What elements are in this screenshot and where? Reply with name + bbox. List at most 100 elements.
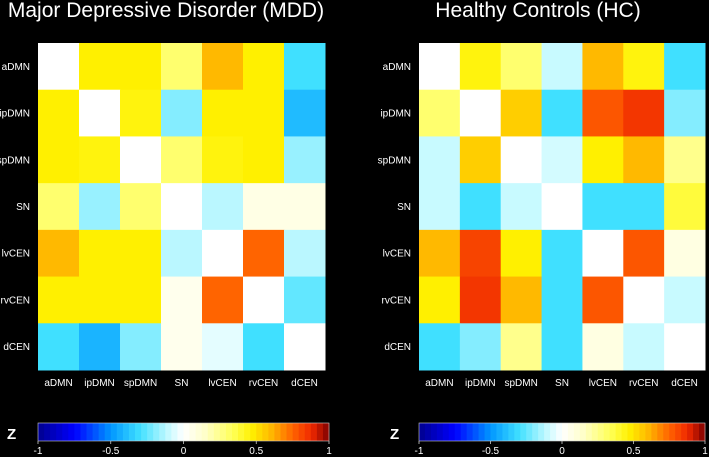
colorbar-segment: [442, 423, 450, 441]
heatmap-cell-lvCEN-dCEN: [284, 229, 326, 278]
heatmap-cell-ipDMN-rvCEN: [623, 89, 665, 137]
heatmap-cell-aDMN-spDMN: [500, 43, 543, 91]
heatmap-cell-rvCEN-lvCEN: [202, 276, 244, 324]
colorbar-segment: [508, 423, 515, 441]
colorbar-segment: [675, 423, 682, 441]
colorbar-segment: [502, 423, 509, 441]
mdd-title: Major Depressive Disorder (MDD): [8, 0, 324, 22]
colorbar-segment: [520, 423, 527, 441]
colorbar-segment: [573, 423, 581, 441]
heatmap-cell-rvCEN-ipDMN: [459, 276, 502, 324]
hc-colorbar-tick-label: -1: [415, 446, 424, 457]
mdd-heatmap: [38, 43, 326, 371]
heatmap-cell-aDMN-dCEN: [664, 43, 706, 91]
heatmap-cell-spDMN-rvCEN: [623, 136, 665, 184]
colorbar-segment: [526, 423, 533, 441]
colorbar-segment: [244, 423, 251, 441]
heatmap-cell-spDMN-ipDMN: [79, 136, 121, 184]
heatmap-cell-aDMN-SN: [541, 43, 583, 91]
colorbar-segment: [693, 423, 700, 441]
colorbar-segment: [621, 423, 628, 441]
hc-row-label-admn: aDMN: [383, 62, 411, 73]
heatmap-cell-SN-lvCEN: [582, 183, 624, 231]
heatmap-cell-dCEN-aDMN: [38, 323, 80, 371]
hc-row-label-ipdmn: ipDMN: [380, 109, 411, 120]
heatmap-cell-SN-dCEN: [664, 183, 706, 231]
colorbar-segment: [609, 423, 617, 441]
heatmap-cell-aDMN-aDMN: [419, 43, 461, 91]
colorbar-segment: [550, 423, 557, 441]
colorbar-segment: [454, 423, 462, 441]
heatmap-cell-lvCEN-aDMN: [38, 229, 80, 278]
heatmap-cell-rvCEN-dCEN: [284, 276, 326, 324]
hc-heatmap: [419, 43, 706, 371]
mdd-row-label-admn: aDMN: [2, 62, 30, 73]
colorbar-segment: [316, 423, 324, 441]
colorbar-segment: [183, 423, 190, 441]
heatmap-cell-spDMN-aDMN: [419, 136, 461, 184]
heatmap-cell-SN-SN: [541, 183, 583, 231]
colorbar-segment: [603, 423, 611, 441]
hc-row-label-rvcen: rvCEN: [382, 295, 411, 306]
mdd-row-label-dcen: dCEN: [3, 342, 30, 353]
heatmap-cell-spDMN-SN: [161, 136, 203, 184]
colorbar-segment: [699, 423, 706, 441]
hc-colorbar-tick-label: 0.5: [627, 446, 641, 457]
colorbar-segment: [262, 423, 269, 441]
hc-col-label-rvcen: rvCEN: [629, 378, 658, 389]
heatmap-cell-dCEN-lvCEN: [202, 323, 244, 371]
colorbar-segment: [597, 423, 605, 441]
heatmap-cell-rvCEN-SN: [161, 276, 203, 324]
heatmap-cell-lvCEN-rvCEN: [623, 229, 665, 278]
colorbar-segment: [141, 423, 148, 441]
heatmap-cell-aDMN-ipDMN: [459, 43, 502, 91]
mdd-col-label-ipdmn: ipDMN: [84, 378, 115, 389]
colorbar-segment: [298, 423, 306, 441]
heatmap-cell-ipDMN-SN: [541, 89, 583, 137]
colorbar-segment: [219, 423, 227, 441]
heatmap-cell-lvCEN-rvCEN: [243, 229, 285, 278]
hc-row-ticks: aDMN ipDMN spDMN SN lvCEN rvCEN dCEN: [378, 62, 411, 353]
heatmap-cell-SN-dCEN: [284, 183, 326, 231]
colorbar-segment: [538, 423, 545, 441]
colorbar-segment: [669, 423, 676, 441]
heatmap-cell-aDMN-spDMN: [120, 43, 162, 91]
hc-col-ticks: aDMN ipDMN spDMN SN lvCEN rvCEN dCEN: [425, 378, 698, 389]
heatmap-cell-dCEN-SN: [541, 323, 583, 371]
heatmap-cell-ipDMN-rvCEN: [243, 89, 285, 137]
colorbar-segment: [98, 423, 106, 441]
mdd-row-label-rvcen: rvCEN: [1, 295, 30, 306]
colorbar-segment: [460, 423, 468, 441]
heatmap-cell-ipDMN-aDMN: [38, 89, 80, 137]
heatmap-cell-lvCEN-SN: [541, 229, 583, 278]
mdd-col-label-sn: SN: [175, 378, 189, 389]
colorbar-segment: [268, 423, 275, 441]
heatmap-cell-lvCEN-spDMN: [120, 229, 162, 278]
mdd-col-label-dcen: dCEN: [291, 378, 318, 389]
heatmap-cell-lvCEN-aDMN: [419, 229, 461, 278]
heatmap-cell-SN-lvCEN: [202, 183, 244, 231]
hc-col-label-spdmn: spDMN: [504, 378, 537, 389]
colorbar-segment: [687, 423, 694, 441]
colorbar-segment: [478, 423, 485, 441]
heatmap-cell-lvCEN-lvCEN: [202, 229, 244, 278]
hc-col-label-admn: aDMN: [425, 378, 453, 389]
heatmap-cell-dCEN-spDMN: [120, 323, 162, 371]
colorbar-segment: [68, 423, 75, 441]
heatmap-cell-rvCEN-lvCEN: [582, 276, 624, 324]
colorbar-segment: [189, 423, 197, 441]
heatmap-cell-aDMN-ipDMN: [79, 43, 121, 91]
colorbar-segment: [639, 423, 646, 441]
hc-row-label-sn: SN: [397, 202, 411, 213]
colorbar-segment: [645, 423, 652, 441]
colorbar-segment: [250, 423, 257, 441]
heatmap-cell-dCEN-aDMN: [419, 323, 461, 371]
mdd-row-label-sn: SN: [16, 202, 30, 213]
heatmap-cell-SN-rvCEN: [623, 183, 665, 231]
colorbar-segment: [286, 423, 294, 441]
mdd-row-label-lvcen: lvCEN: [2, 249, 30, 260]
colorbar-segment: [201, 423, 209, 441]
hc-colorbar-tick-label: 0: [559, 446, 565, 457]
heatmap-cell-lvCEN-ipDMN: [459, 229, 502, 278]
